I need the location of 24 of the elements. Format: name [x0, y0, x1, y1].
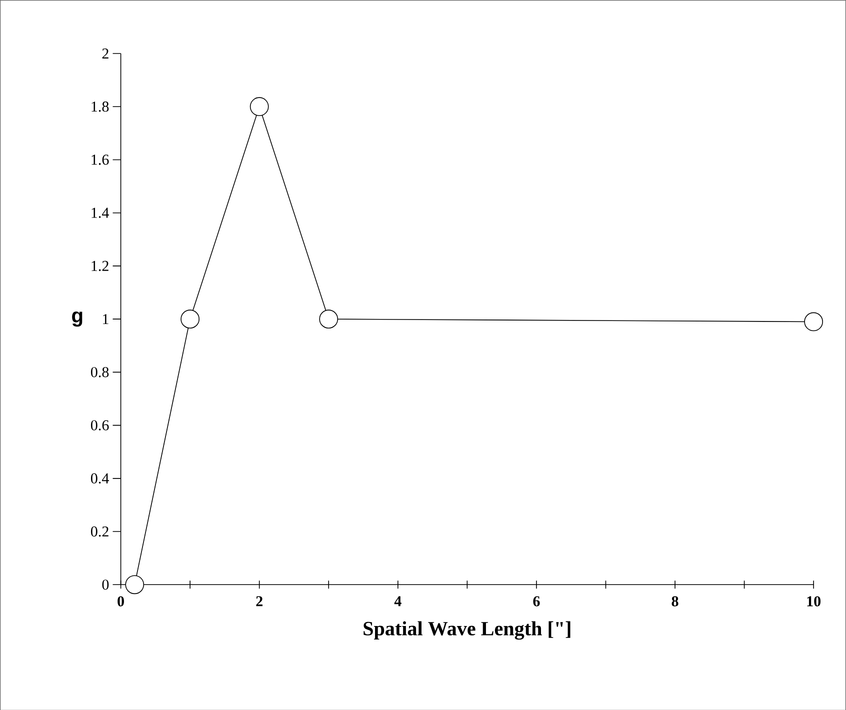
- y-tick-label: 0: [102, 579, 109, 590]
- x-tick-label: 8: [672, 596, 678, 606]
- point: [250, 96, 269, 116]
- y-tick-label: 0.4: [90, 473, 109, 484]
- x-tick-label: 6: [533, 596, 540, 606]
- x-tick-label: 4: [394, 596, 402, 606]
- y-tick-label: 1: [103, 314, 108, 324]
- point: [125, 574, 144, 594]
- y-axis-title: g: [72, 311, 82, 326]
- y-tick-label: 1.2: [92, 260, 108, 271]
- x-tick-label: 2: [256, 596, 262, 606]
- x-axis-title: Spatial Wave Length ["]: [364, 621, 570, 640]
- y-tick-label: 1.4: [92, 208, 109, 218]
- y-tick-label: 0.2: [90, 526, 108, 536]
- y-tick-label: 0.6: [90, 420, 109, 430]
- y-tick-label: 1.6: [92, 154, 109, 165]
- point: [180, 309, 200, 328]
- point: [319, 309, 338, 328]
- x-tick-label: 10: [807, 596, 821, 606]
- y-tick-label: 1.8: [92, 101, 109, 112]
- y-tick-label: 0.8: [90, 366, 109, 378]
- point: [804, 312, 824, 331]
- y-tick-label: 2: [102, 48, 108, 58]
- x-tick-label: 0: [118, 596, 124, 606]
